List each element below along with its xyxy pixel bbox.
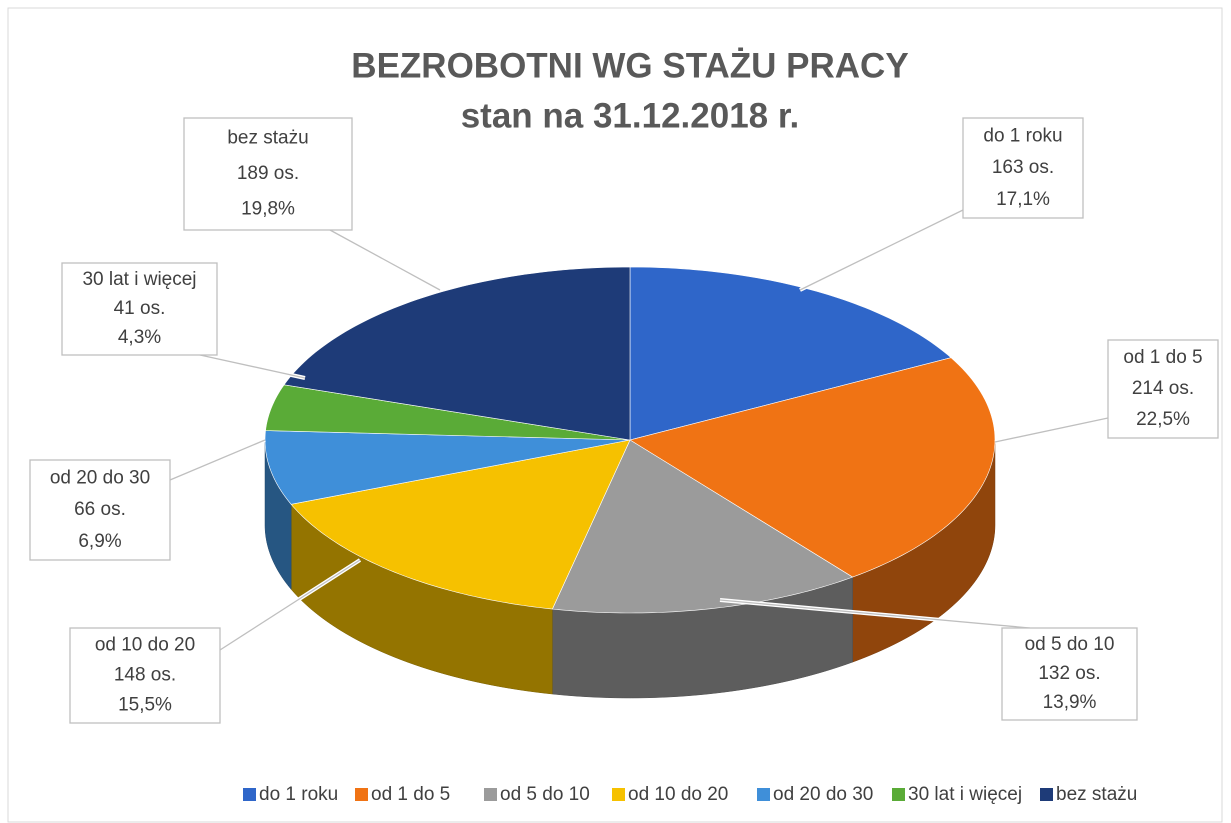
data-label: od 5 do 10 xyxy=(1025,634,1115,655)
legend-swatch xyxy=(892,788,905,801)
legend-swatch xyxy=(757,788,770,801)
data-label: 13,9% xyxy=(1043,692,1097,713)
data-label-box xyxy=(69,627,221,724)
data-label-box xyxy=(1107,339,1219,439)
leader-line xyxy=(719,599,1031,629)
pie-slice xyxy=(265,384,631,441)
chart-title: BEZROBOTNI WG STAŻU PRACY xyxy=(351,46,908,85)
data-label: 17,1% xyxy=(996,189,1050,210)
leader-line xyxy=(329,229,441,291)
leader-line xyxy=(199,354,306,379)
pie-slice xyxy=(283,266,631,441)
leader-line xyxy=(219,559,361,651)
data-label: od 1 do 5 xyxy=(1123,347,1202,368)
legend-label: od 10 do 20 xyxy=(628,784,728,805)
pie-slice xyxy=(551,439,854,614)
data-label: do 1 roku xyxy=(983,125,1062,146)
pie-slice xyxy=(290,439,631,610)
data-label: bez stażu xyxy=(227,127,308,148)
data-label: 19,8% xyxy=(241,199,295,220)
legend-label: od 20 do 30 xyxy=(773,784,873,805)
data-label-box xyxy=(183,117,353,231)
pie-slice xyxy=(264,430,631,505)
chart-subtitle: stan na 31.12.2018 r. xyxy=(461,96,800,135)
legend-swatch xyxy=(1040,788,1053,801)
data-label: 132 os. xyxy=(1038,663,1100,684)
data-label: 189 os. xyxy=(237,163,299,184)
data-label: 30 lat i więcej xyxy=(82,269,196,290)
legend-swatch xyxy=(243,788,256,801)
data-label: 66 os. xyxy=(74,499,126,520)
legend-label: bez stażu xyxy=(1056,784,1137,805)
legend-swatch xyxy=(484,788,497,801)
data-label: od 20 do 30 xyxy=(50,467,150,488)
legend-swatch xyxy=(355,788,368,801)
leader-line xyxy=(799,209,964,291)
data-label-box xyxy=(1001,627,1138,721)
leader-line xyxy=(994,417,1109,443)
data-label: 22,5% xyxy=(1136,409,1190,430)
data-label: 214 os. xyxy=(1132,378,1194,399)
data-label-box xyxy=(962,117,1084,219)
data-label: 4,3% xyxy=(118,327,161,348)
legend-label: od 5 do 10 xyxy=(500,784,590,805)
pie-slice xyxy=(629,357,996,578)
data-label: od 10 do 20 xyxy=(95,634,195,655)
pie-slice xyxy=(629,266,952,441)
data-label: 148 os. xyxy=(114,665,176,686)
data-label: 15,5% xyxy=(118,695,172,716)
data-label-box xyxy=(29,459,171,561)
data-label: 163 os. xyxy=(992,157,1054,178)
legend-label: 30 lat i więcej xyxy=(908,784,1022,805)
leader-line xyxy=(169,439,266,481)
legend-label: do 1 roku xyxy=(259,784,338,805)
legend-swatch xyxy=(612,788,625,801)
data-label: 6,9% xyxy=(78,531,121,552)
legend-label: od 1 do 5 xyxy=(371,784,450,805)
data-label: 41 os. xyxy=(114,298,166,319)
data-label-box xyxy=(61,262,218,356)
